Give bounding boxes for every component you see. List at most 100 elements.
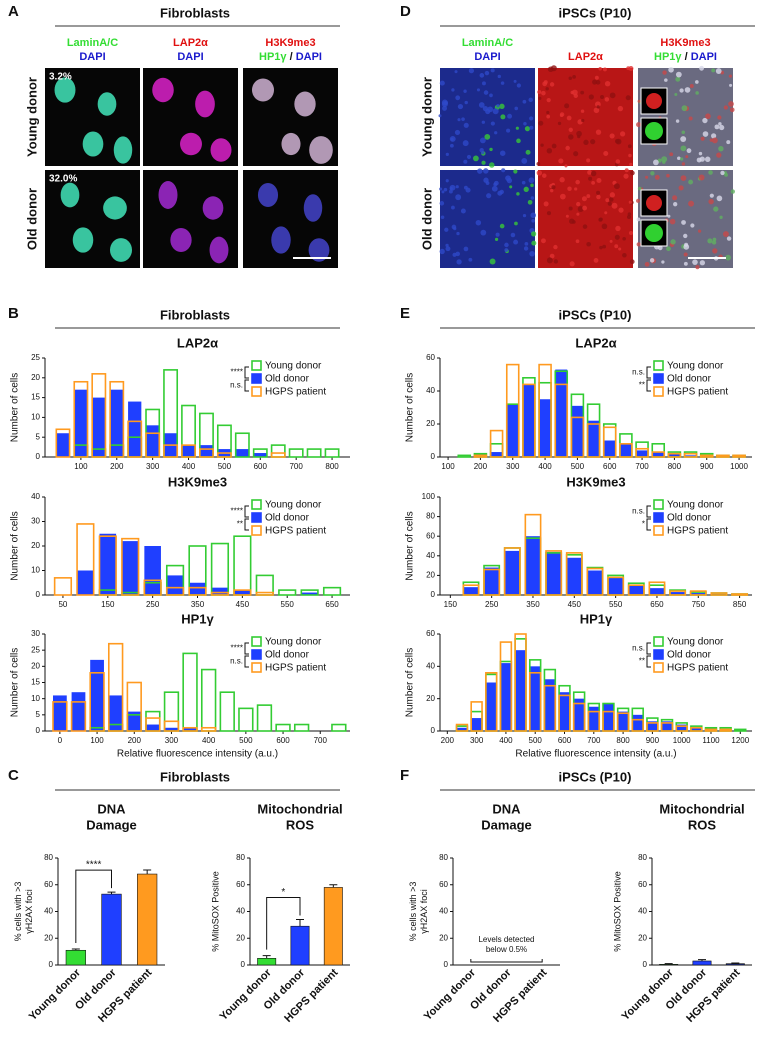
- cell: [449, 189, 453, 194]
- error-bar: [329, 884, 338, 888]
- x-tick-label: 650: [325, 600, 339, 609]
- cell: [711, 137, 718, 144]
- y-axis-label: Number of cells: [405, 511, 416, 580]
- histogram-bar: [470, 701, 483, 732]
- cell: [491, 185, 498, 192]
- error-bar: [698, 959, 706, 961]
- error-bar: [296, 919, 304, 927]
- significance-label: **: [639, 657, 645, 666]
- cell: [530, 231, 537, 237]
- cell: [546, 110, 550, 115]
- cell: [557, 121, 562, 126]
- legend-label: Old donor: [667, 374, 712, 385]
- significance-label: *: [281, 887, 285, 898]
- y-tick-label: 20: [236, 933, 245, 942]
- cell: [573, 151, 579, 157]
- cell: [521, 180, 526, 185]
- x-tick-label: 400: [499, 736, 513, 745]
- legend-swatch: [653, 512, 664, 523]
- significance-label: ****: [231, 644, 243, 653]
- histogram-bar: [146, 425, 160, 457]
- histogram-bar: [55, 428, 71, 458]
- histogram-bar: [668, 453, 681, 457]
- x-tick-label: 300: [506, 462, 520, 471]
- cell: [475, 219, 482, 226]
- cell: [564, 164, 568, 168]
- chart-title: LAP2α: [575, 335, 616, 350]
- cell: [504, 242, 509, 248]
- chart-title: Damage: [481, 817, 532, 832]
- error-bar: [731, 962, 740, 964]
- histogram-bar: [126, 681, 142, 732]
- legend-label: HGPS patient: [667, 387, 728, 398]
- cell: [463, 159, 468, 164]
- histogram-bar: [143, 579, 162, 596]
- cell: [438, 114, 442, 118]
- x-tick-label: 1200: [731, 736, 749, 745]
- histogram-bar: [504, 550, 520, 595]
- cell: [463, 246, 469, 252]
- cell: [650, 171, 655, 176]
- x-tick-label: 300: [146, 462, 160, 471]
- cell: [683, 233, 688, 239]
- bar: [65, 949, 86, 966]
- cell: [442, 105, 447, 111]
- cell: [501, 168, 506, 173]
- histogram-bar: [485, 682, 497, 731]
- cell: [696, 157, 702, 163]
- histogram-bar: [632, 714, 644, 731]
- cell: [699, 65, 704, 71]
- histogram-bar: [573, 698, 585, 731]
- cell: [576, 201, 581, 207]
- chart-title: H3K9me3: [566, 474, 625, 489]
- channel-label: DAPI: [177, 51, 203, 63]
- micrograph: [243, 68, 338, 166]
- cell: [524, 241, 529, 246]
- cell: [617, 105, 624, 112]
- cell: [497, 74, 501, 79]
- cell: [499, 189, 504, 195]
- cell: [711, 133, 717, 139]
- histogram-bar: [255, 591, 274, 596]
- y-axis-label: γH2AX foci: [419, 889, 429, 934]
- legend-swatch: [653, 636, 664, 647]
- histogram-bar: [734, 728, 747, 732]
- nucleus: [97, 92, 117, 116]
- cell: [605, 198, 610, 203]
- cell: [550, 188, 554, 193]
- chart-title: Mitochondrial: [257, 801, 342, 816]
- histogram-bar: [456, 727, 468, 731]
- y-tick-label: 20: [44, 933, 53, 942]
- cell: [528, 177, 535, 184]
- cell: [484, 134, 491, 140]
- cell: [697, 229, 702, 233]
- cell: [541, 90, 546, 96]
- panel-title: iPSCs (P10): [559, 769, 632, 784]
- channel-name: HP1γ: [654, 51, 682, 63]
- histogram-bar: [181, 444, 196, 458]
- x-tick-label: 700: [587, 736, 601, 745]
- x-tick-label: 150: [101, 600, 115, 609]
- y-axis-label: Number of cells: [10, 511, 21, 580]
- histogram-bar: [700, 455, 713, 457]
- cell: [680, 157, 684, 161]
- nucleus: [103, 196, 127, 220]
- cell: [575, 239, 580, 244]
- cell: [688, 179, 694, 185]
- cell: [440, 215, 445, 220]
- cell: [669, 152, 674, 157]
- cell: [629, 259, 635, 265]
- histogram-bar: [52, 695, 67, 731]
- cell: [630, 170, 635, 176]
- y-tick-label: 0: [241, 960, 246, 969]
- histogram-bar: [699, 454, 714, 458]
- cell: [537, 90, 542, 95]
- panel-letter: C: [8, 767, 19, 784]
- legend-label: Old donor: [667, 650, 712, 661]
- histogram-bar: [586, 423, 601, 458]
- cell: [441, 190, 445, 194]
- cell: [565, 145, 570, 151]
- cell: [451, 88, 455, 92]
- chart-title: H3K9me3: [168, 474, 227, 489]
- cell: [457, 103, 464, 110]
